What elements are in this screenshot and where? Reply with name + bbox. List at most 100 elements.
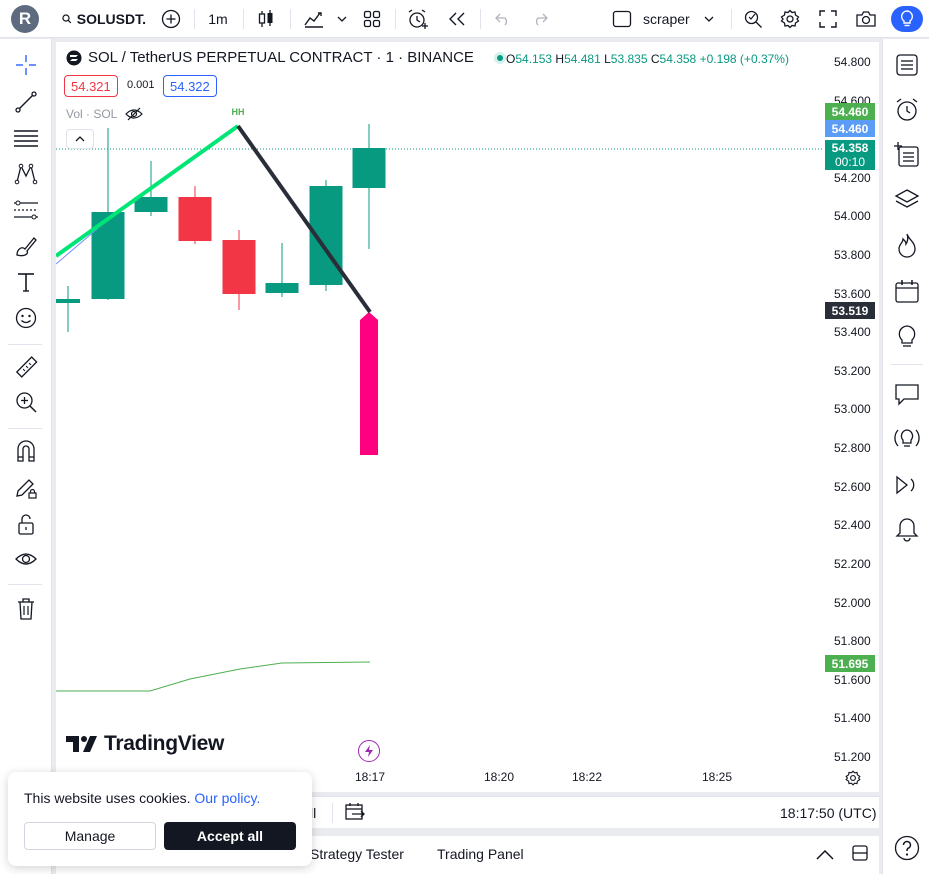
ruler-icon bbox=[15, 356, 38, 378]
maximize-panel-button[interactable] bbox=[852, 845, 868, 866]
lightbulb-badge bbox=[891, 6, 923, 32]
help-button[interactable] bbox=[891, 832, 923, 864]
prediction-tool[interactable] bbox=[10, 194, 42, 226]
indicators-button[interactable] bbox=[301, 0, 327, 38]
toolbar-divider bbox=[8, 344, 42, 345]
ideas-button[interactable] bbox=[890, 0, 924, 38]
price-axis-label: 51.800 bbox=[834, 634, 871, 649]
brush-tool[interactable] bbox=[10, 230, 42, 262]
accept-all-cookies-button[interactable]: Accept all bbox=[164, 822, 296, 850]
trend-line-tool[interactable] bbox=[10, 86, 42, 118]
replay-stream-button[interactable] bbox=[891, 469, 923, 501]
measure-tool[interactable] bbox=[10, 351, 42, 383]
range-button-partial[interactable]: ll bbox=[310, 805, 317, 821]
toolbar-divider bbox=[8, 584, 42, 585]
hotlists-button[interactable] bbox=[891, 229, 923, 261]
event-marker[interactable] bbox=[358, 740, 380, 762]
replay-button[interactable] bbox=[444, 0, 470, 38]
symbol-legend[interactable]: SOL / TetherUS PERPETUAL CONTRACT · 1 · … bbox=[66, 49, 506, 66]
indicator-line bbox=[56, 661, 371, 692]
axis-settings-button[interactable] bbox=[845, 770, 861, 791]
price-axis-label: 51.400 bbox=[834, 711, 871, 726]
user-avatar[interactable]: R bbox=[11, 5, 39, 33]
emoji-tool[interactable] bbox=[10, 302, 42, 334]
stay-in-drawing-mode-tool[interactable] bbox=[10, 472, 42, 504]
indicators-dropdown[interactable] bbox=[334, 0, 350, 38]
utc-clock[interactable]: 18:17:50 (UTC) bbox=[780, 805, 877, 821]
price-axis-label: 53.000 bbox=[834, 402, 871, 417]
layout-name-dropdown[interactable]: scraper bbox=[643, 0, 727, 38]
time-axis-label: 18:20 bbox=[484, 770, 515, 784]
expand-panel-button[interactable] bbox=[816, 847, 834, 865]
manage-cookies-button[interactable]: Manage bbox=[24, 822, 156, 850]
hide-drawings-tool[interactable] bbox=[10, 543, 42, 575]
redo-button[interactable] bbox=[527, 0, 553, 38]
buy-price-button[interactable]: 54.322 bbox=[163, 75, 217, 97]
chevron-up-icon bbox=[816, 849, 834, 860]
smiley-icon bbox=[15, 307, 37, 329]
layers-button[interactable] bbox=[891, 184, 923, 216]
alerts-button[interactable] bbox=[891, 94, 923, 126]
candle-body bbox=[178, 197, 212, 241]
price-axis-label: 54.000 bbox=[834, 209, 871, 224]
last-price-value: 54.358 bbox=[831, 141, 869, 155]
market-status-dot[interactable] bbox=[493, 51, 506, 64]
eye-icon bbox=[15, 553, 37, 565]
magnet-tool[interactable] bbox=[10, 435, 42, 467]
candle-body bbox=[265, 283, 299, 293]
crosshair-tool[interactable] bbox=[10, 49, 42, 81]
sell-price-button[interactable]: 54.321 bbox=[64, 75, 118, 97]
layout-checkbox[interactable] bbox=[610, 0, 634, 38]
settings-button[interactable] bbox=[778, 0, 802, 38]
chat-icon bbox=[895, 384, 919, 406]
eye-off-icon[interactable] bbox=[125, 107, 144, 121]
tv-logo-text: TradingView bbox=[104, 732, 225, 755]
price-axis-label: 52.400 bbox=[834, 518, 871, 533]
chevron-down-icon bbox=[337, 16, 347, 22]
streams-button[interactable] bbox=[891, 423, 923, 455]
volume-legend[interactable]: Vol · SOL bbox=[66, 107, 144, 121]
zoom-in-tool[interactable] bbox=[10, 386, 42, 418]
tradingview-logo[interactable]: TradingView bbox=[66, 732, 224, 756]
chats-button[interactable] bbox=[891, 379, 923, 411]
pattern-tool[interactable] bbox=[10, 158, 42, 190]
calendar-button[interactable] bbox=[891, 275, 923, 307]
lock-drawings-tool[interactable] bbox=[10, 508, 42, 540]
tab-trading-panel[interactable]: Trading Panel bbox=[437, 846, 524, 862]
ideas-stream-button[interactable] bbox=[891, 321, 923, 353]
volume-label: Vol · SOL bbox=[66, 107, 118, 121]
undo-button[interactable] bbox=[490, 0, 516, 38]
price-chart[interactable]: HH bbox=[56, 42, 822, 772]
lightbulb-icon bbox=[898, 325, 916, 347]
chart-type-button[interactable] bbox=[254, 0, 278, 38]
snapshot-button[interactable] bbox=[853, 0, 879, 38]
list-icon bbox=[896, 54, 918, 76]
chevron-up-icon bbox=[75, 136, 85, 142]
symbol-search-button[interactable]: SOLUSDT. bbox=[62, 0, 146, 38]
go-to-date-button[interactable] bbox=[344, 802, 366, 827]
interval-button[interactable]: 1m bbox=[208, 11, 228, 27]
notifications-button[interactable] bbox=[891, 513, 923, 545]
pattern-icon bbox=[14, 163, 38, 185]
alarm-plus-icon bbox=[408, 9, 428, 29]
object-tree-button[interactable] bbox=[891, 139, 923, 171]
layout-button[interactable] bbox=[360, 0, 384, 38]
quick-search-button[interactable] bbox=[741, 0, 765, 38]
watchlist-button[interactable] bbox=[891, 49, 923, 81]
chart-pane[interactable]: HH TradingView bbox=[56, 42, 879, 792]
fullscreen-button[interactable] bbox=[816, 0, 840, 38]
fib-tool[interactable] bbox=[10, 122, 42, 154]
cookie-policy-link[interactable]: Our policy. bbox=[194, 790, 261, 806]
collapse-legend-button[interactable] bbox=[66, 129, 94, 149]
tab-strategy-tester[interactable]: Strategy Tester bbox=[310, 846, 404, 862]
calendar-arrow-icon bbox=[345, 803, 365, 820]
indicators-icon bbox=[304, 12, 323, 28]
price-axis-label: 52.000 bbox=[834, 595, 871, 610]
sidebar-divider bbox=[891, 364, 923, 365]
remove-drawings-tool[interactable] bbox=[10, 593, 42, 625]
layout-name: scraper bbox=[643, 11, 690, 27]
compare-symbol-button[interactable] bbox=[158, 0, 184, 38]
alert-button[interactable] bbox=[405, 0, 431, 38]
price-axis-label: 51.200 bbox=[834, 749, 871, 764]
text-tool[interactable] bbox=[10, 266, 42, 298]
